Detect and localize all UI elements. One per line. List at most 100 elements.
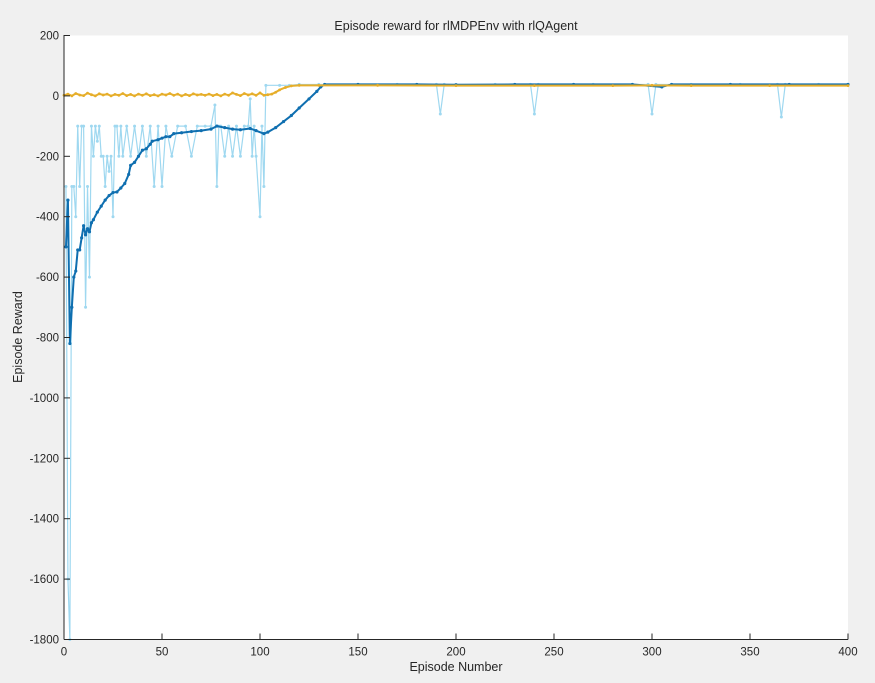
data-point xyxy=(239,94,242,97)
data-point xyxy=(129,92,133,96)
data-point xyxy=(262,132,266,136)
data-point xyxy=(121,92,125,95)
data-point xyxy=(532,112,536,116)
data-point xyxy=(278,88,281,92)
data-point xyxy=(103,198,107,202)
data-point xyxy=(133,94,136,98)
data-point xyxy=(156,138,160,142)
data-point xyxy=(82,124,86,128)
data-point xyxy=(93,124,97,128)
data-point xyxy=(274,126,278,130)
data-point xyxy=(121,154,125,158)
data-point xyxy=(315,89,319,93)
data-point xyxy=(250,154,254,158)
data-point xyxy=(70,305,74,309)
y-tick-label: -200 xyxy=(36,151,59,163)
data-point xyxy=(242,124,246,128)
data-point xyxy=(184,124,188,128)
data-point xyxy=(650,83,654,87)
data-point xyxy=(215,185,219,188)
data-point xyxy=(152,93,156,97)
data-point xyxy=(235,92,238,96)
data-point xyxy=(72,275,76,279)
data-point xyxy=(156,94,160,98)
data-point xyxy=(82,224,86,228)
data-point xyxy=(160,185,164,188)
chart-title: Episode reward for rlMDPEnv with rlQAgen… xyxy=(334,19,578,33)
data-point xyxy=(80,236,84,240)
y-tick-label: -1200 xyxy=(30,453,59,465)
data-point xyxy=(203,93,207,97)
data-point xyxy=(125,124,129,128)
data-point xyxy=(172,132,176,136)
data-point xyxy=(133,124,137,128)
data-point xyxy=(227,93,231,97)
data-point xyxy=(109,94,113,98)
data-point xyxy=(86,185,90,188)
x-tick-label: 150 xyxy=(348,647,367,659)
data-point xyxy=(284,86,287,89)
data-point xyxy=(89,221,94,225)
data-point xyxy=(148,124,152,128)
data-point xyxy=(150,139,154,143)
data-point xyxy=(85,227,90,231)
data-point xyxy=(191,92,195,96)
data-point xyxy=(119,124,123,128)
data-point xyxy=(258,91,262,95)
data-point xyxy=(266,93,270,97)
data-point xyxy=(207,92,211,96)
data-point xyxy=(258,215,262,219)
data-point xyxy=(297,106,301,110)
data-point xyxy=(119,186,123,190)
data-point xyxy=(199,92,203,96)
data-point xyxy=(289,113,293,118)
data-point xyxy=(248,97,252,101)
data-point xyxy=(115,124,119,128)
data-point xyxy=(199,129,203,133)
data-point xyxy=(779,115,783,119)
y-axis-label: Episode Reward xyxy=(11,291,25,383)
data-point xyxy=(246,93,250,97)
data-point xyxy=(129,154,133,158)
data-point xyxy=(90,93,93,97)
data-point xyxy=(213,103,217,107)
data-point xyxy=(274,90,278,94)
x-axis-label: Episode Number xyxy=(409,660,502,674)
data-point xyxy=(454,84,458,88)
data-point xyxy=(136,154,141,158)
data-point xyxy=(270,92,274,96)
data-point xyxy=(68,341,72,346)
data-point xyxy=(111,190,115,195)
data-point xyxy=(109,154,113,158)
data-point xyxy=(223,92,227,96)
data-point xyxy=(195,124,199,128)
data-point xyxy=(111,215,115,219)
data-point xyxy=(650,112,654,116)
y-tick-label: -800 xyxy=(36,333,59,345)
data-point xyxy=(223,154,227,158)
data-point xyxy=(91,154,95,158)
data-point xyxy=(611,84,615,88)
data-point xyxy=(278,83,282,87)
data-point xyxy=(160,136,164,140)
data-point xyxy=(176,124,180,128)
data-point xyxy=(74,215,78,219)
data-point xyxy=(231,91,234,95)
data-point xyxy=(86,91,89,95)
data-point xyxy=(209,124,213,128)
data-point xyxy=(113,92,117,96)
data-point xyxy=(148,142,152,146)
data-point xyxy=(95,139,99,143)
data-point xyxy=(78,185,82,188)
data-point xyxy=(238,128,242,132)
data-point xyxy=(140,124,144,128)
data-point xyxy=(219,94,223,98)
data-point xyxy=(129,163,133,167)
x-tick-label: 400 xyxy=(838,647,857,659)
data-point xyxy=(262,93,266,97)
data-point xyxy=(144,92,148,96)
data-point xyxy=(230,127,235,131)
data-point xyxy=(168,135,172,139)
data-point xyxy=(215,124,219,128)
data-point xyxy=(123,181,127,186)
